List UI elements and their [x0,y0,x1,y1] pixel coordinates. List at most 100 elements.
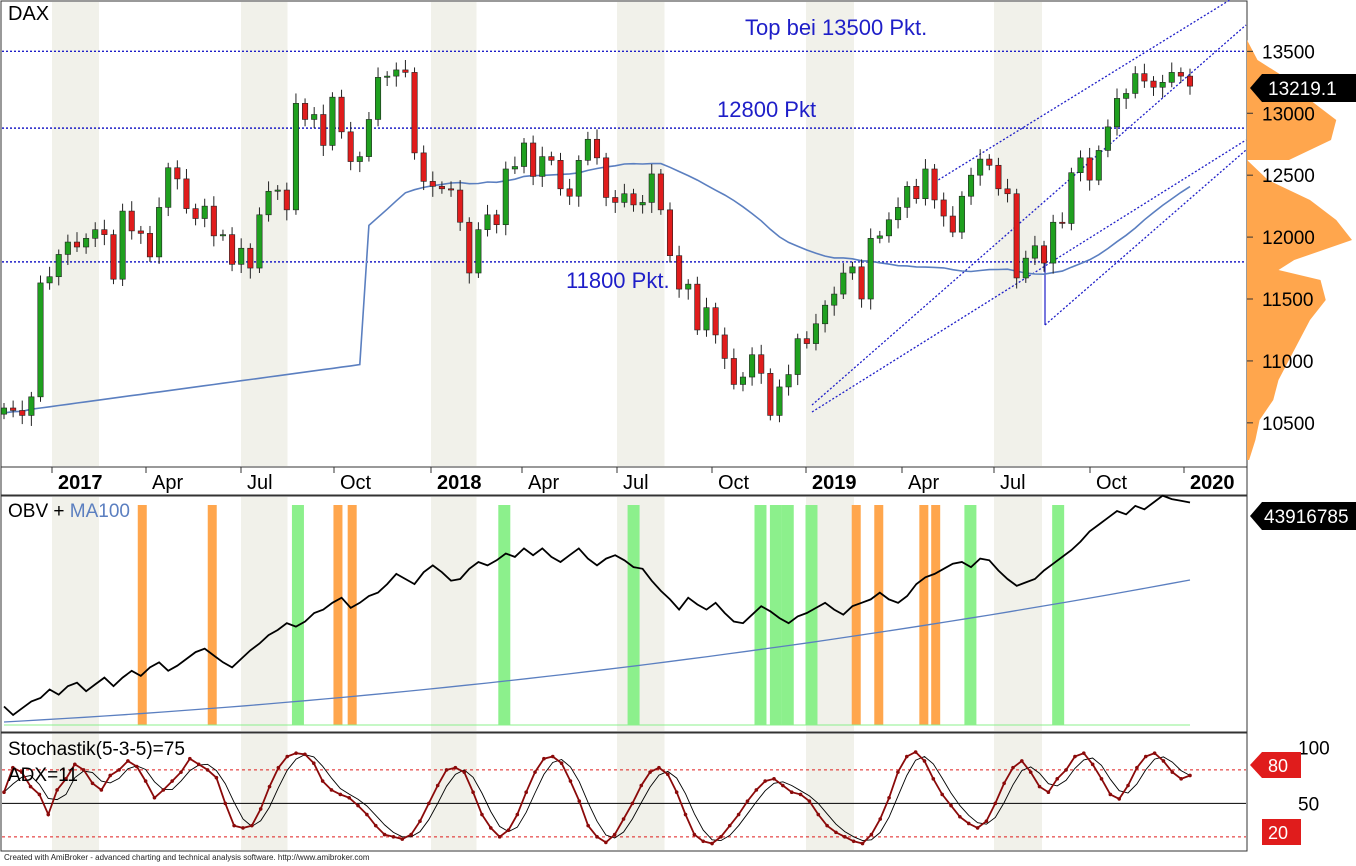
obv-highlight-bar [964,505,977,725]
candle [365,112,372,162]
level-annotation: 11800 Pkt. [566,268,670,293]
channel-line [811,139,1247,413]
stoch-k-point [108,773,113,778]
candle-body [1086,157,1093,181]
candle [758,344,765,384]
stoch-y-label: 50 [1298,794,1319,815]
stoch-k-point [2,790,6,795]
candle-body [10,407,17,411]
candle [940,192,947,227]
stoch-k-point [196,762,201,767]
stochastic-panel: Stochastik(5-3-5)=75 ADX=11 50 100 80 20 [0,732,1330,852]
candle [110,229,117,285]
stoch-k-point [311,761,316,765]
candle-body [621,193,628,203]
candle-body [137,230,144,234]
stoch-k-point [1143,754,1148,759]
candle-body [457,189,464,223]
stoch-k-point [143,779,148,783]
obv-highlight-bar [347,505,357,725]
time-label: Jul [247,472,273,494]
candle [247,243,254,279]
candle-body [639,202,646,206]
month-band [617,2,665,466]
obv-ma-line [3,579,1191,723]
month-band [806,2,854,466]
candle [192,203,199,226]
obv-lines [3,494,1191,726]
candle [475,222,482,278]
obv-highlight-bar [919,505,929,725]
candle-body [630,193,637,206]
candle-body [46,276,53,284]
stoch-k-point [506,828,511,832]
obv-last-badge: 43916785 [1250,502,1356,530]
price-y-axis: 10500 11000 11500 12000 12500 13000 13500 [1247,42,1315,435]
stoch-k-point [1037,784,1042,789]
candle [666,202,674,263]
candle-body [812,323,819,344]
candle-body [995,164,1002,190]
stoch-k-point [701,839,706,844]
candle [1177,67,1184,83]
candle-body [1031,245,1038,259]
time-label: Jul [623,472,649,494]
stoch-k-point [595,835,599,839]
stoch-k-point [117,768,121,772]
stoch-k-point [1055,777,1060,781]
candle-body [283,189,290,211]
stoch-k-point [727,823,732,828]
candle-body [712,307,719,336]
time-label: 2020 [1190,472,1235,494]
stoch-k-point [126,759,130,763]
stochastic-lines [2,750,1192,846]
candle-body [55,254,62,278]
stoch-k-point [418,819,422,824]
month-bands [52,2,1042,466]
candle-body [356,156,363,162]
candle-body [1113,98,1121,128]
candle-body [520,142,528,167]
channel-line [811,24,1247,406]
candle [812,313,819,351]
candle-body [1186,75,1194,87]
candle-body [411,72,418,154]
stoch-k-point [347,795,351,800]
candle-body [1123,93,1130,99]
candle [511,156,518,174]
stoch-k-point [391,835,396,839]
candle-body [493,214,500,226]
stoch-k-point [1108,792,1113,797]
obv-highlight-bar [851,505,861,725]
stoch-k-point [621,817,626,821]
stoch-k-point [1179,777,1183,781]
stoch-k-point [1126,783,1130,788]
candle [1113,88,1121,136]
stoch-k-point [152,795,157,800]
stoch-k-point [1011,765,1015,770]
stoch-k-point [604,840,608,845]
candle [949,206,956,238]
stoch-k-point [577,799,582,803]
stoch-k-point [1188,773,1192,778]
obv-highlight-bar [498,505,511,725]
obv-highlight-bar [627,505,640,725]
stoch-k-point [710,841,714,846]
candle [895,197,902,229]
candle-body [365,119,372,157]
candle [493,209,500,234]
time-label: Apr [908,472,939,494]
stoch-k-point [533,770,537,774]
candle [1086,147,1093,191]
stoch-k-point [303,752,307,757]
channel-line [1044,149,1247,326]
obv-highlight-bar [137,505,147,725]
stoch-k-point [276,765,281,770]
candle [712,302,719,344]
candle [484,204,491,237]
candle-body [803,338,810,344]
candle [831,286,838,316]
candle [694,276,701,335]
candle-body [156,207,163,258]
